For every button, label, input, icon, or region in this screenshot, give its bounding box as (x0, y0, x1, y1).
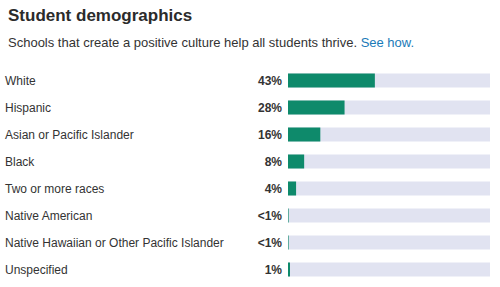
svg-text:<1%: <1% (258, 236, 283, 250)
svg-text:28%: 28% (258, 101, 282, 115)
svg-text:4%: 4% (265, 182, 283, 196)
svg-text:16%: 16% (258, 128, 282, 142)
svg-text:Two or more races: Two or more races (5, 182, 104, 196)
svg-text:Unspecified: Unspecified (5, 263, 68, 277)
svg-text:43%: 43% (258, 74, 282, 88)
svg-text:Student demographics: Student demographics (8, 6, 192, 25)
svg-text:Schools that create a positive: Schools that create a positive culture h… (8, 35, 357, 50)
svg-text:8%: 8% (265, 155, 283, 169)
svg-text:Asian or Pacific Islander: Asian or Pacific Islander (5, 128, 134, 142)
svg-text:White: White (5, 74, 36, 88)
svg-text:Native American: Native American (5, 209, 92, 223)
svg-text:<1%: <1% (258, 209, 283, 223)
svg-text:Native Hawaiian or Other Pacif: Native Hawaiian or Other Pacific Islande… (5, 236, 224, 250)
svg-text:1%: 1% (265, 263, 283, 277)
svg-text:See how.: See how. (361, 35, 415, 50)
svg-text:Hispanic: Hispanic (5, 101, 51, 115)
svg-text:Black: Black (5, 155, 35, 169)
